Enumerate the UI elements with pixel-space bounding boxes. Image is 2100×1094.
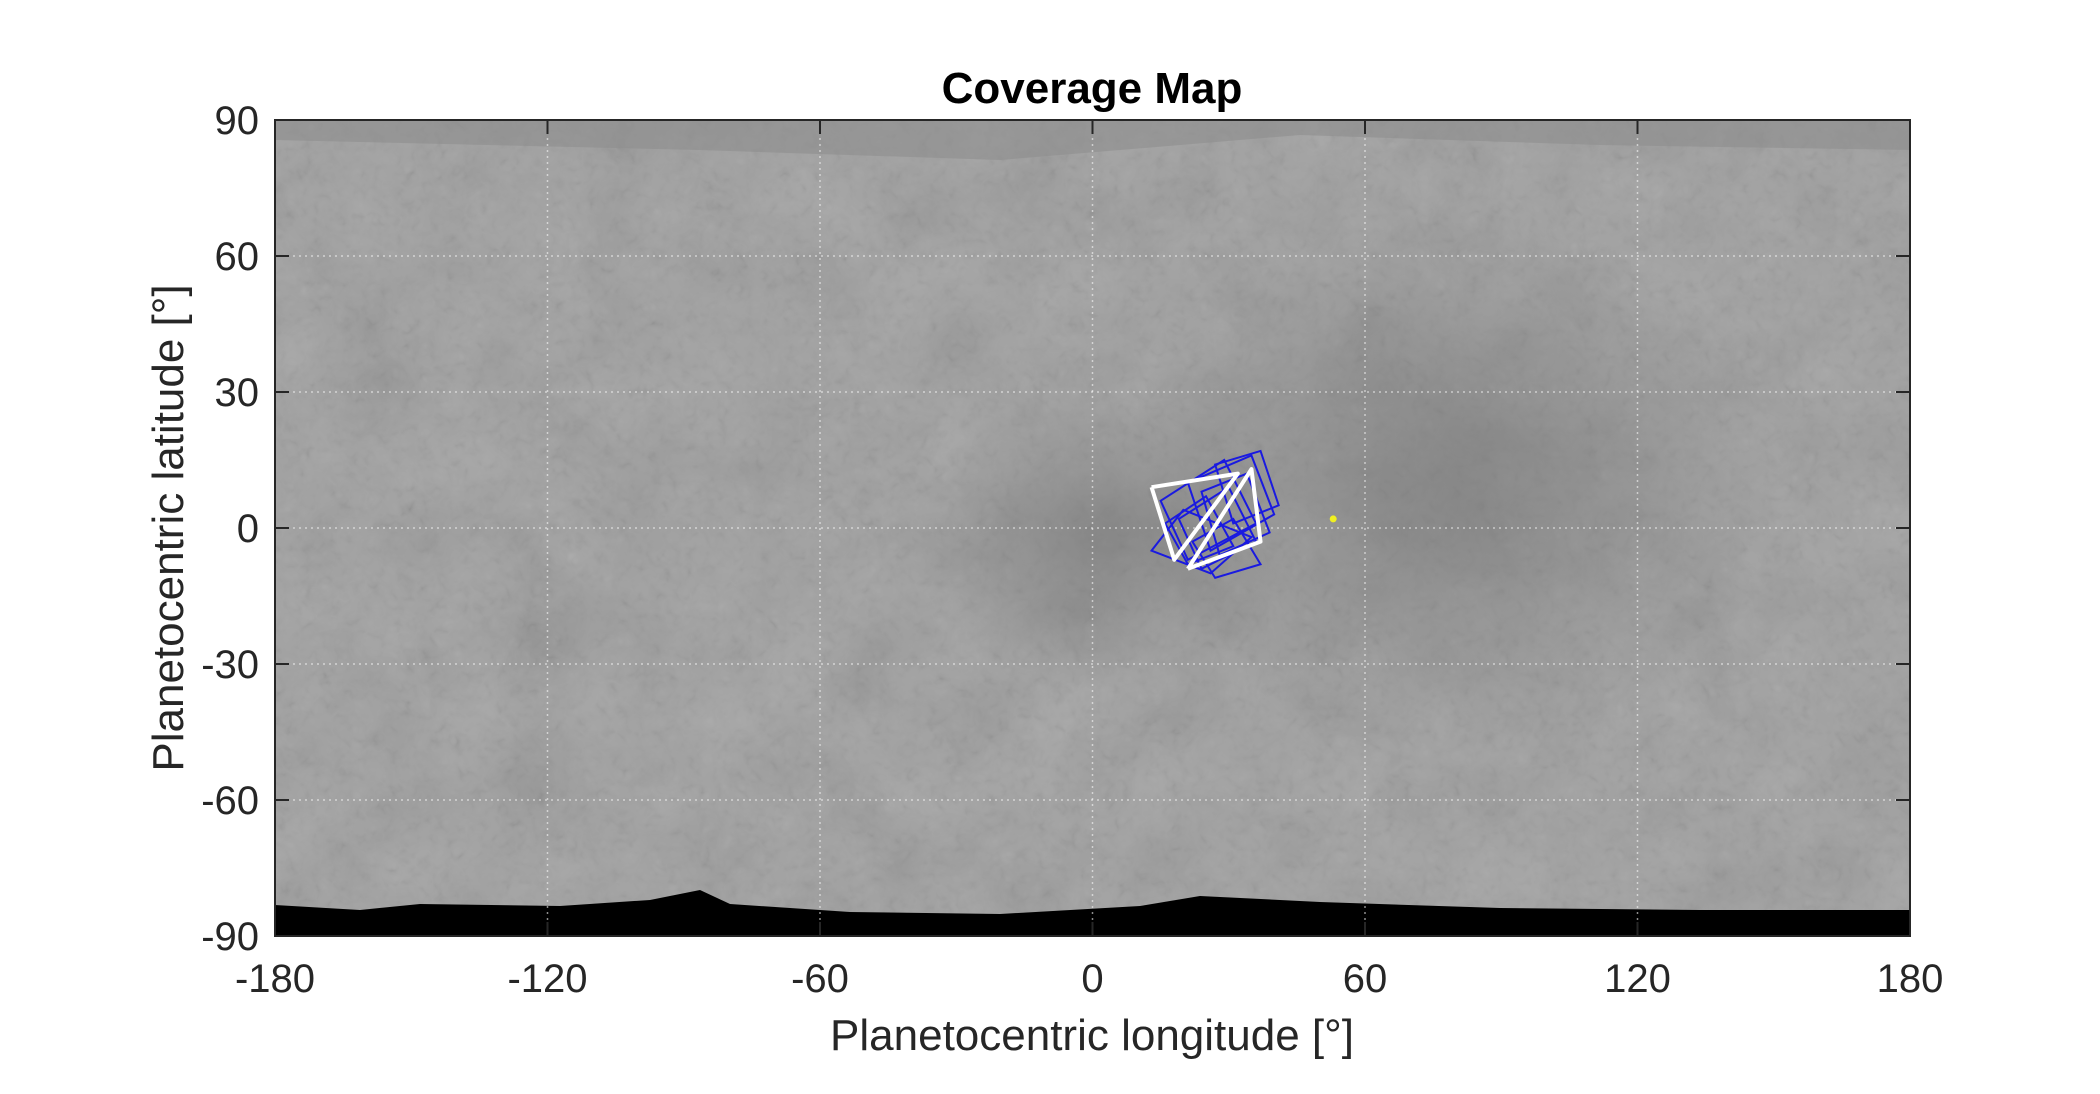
x-tick-label: -180	[235, 957, 315, 1001]
target-point	[1330, 515, 1337, 522]
basemap-dark-region	[910, 390, 1290, 690]
y-tick-label: 60	[215, 235, 260, 279]
y-tick-label: -30	[201, 643, 259, 687]
y-tick-label: -60	[201, 779, 259, 823]
chart-title: Coverage Map	[942, 64, 1243, 113]
x-tick-labels: -180 -120 -60 0 60 120 180	[235, 957, 1943, 1001]
x-tick-label: 60	[1343, 957, 1388, 1001]
x-tick-label: 0	[1081, 957, 1103, 1001]
x-tick-label: 120	[1604, 957, 1671, 1001]
y-axis-label: Planetocentric latitude [°]	[144, 284, 193, 771]
y-tick-label: 30	[215, 371, 260, 415]
x-tick-label: -60	[791, 957, 849, 1001]
y-tick-label: 90	[215, 99, 260, 143]
y-tick-labels: 90 60 30 0 -30 -60 -90	[201, 99, 259, 959]
x-tick-label: -120	[507, 957, 587, 1001]
x-tick-label: 180	[1877, 957, 1944, 1001]
point-layer	[1330, 515, 1337, 522]
y-tick-label: 0	[237, 507, 259, 551]
x-axis-label: Planetocentric longitude [°]	[830, 1011, 1354, 1060]
y-tick-label: -90	[201, 915, 259, 959]
